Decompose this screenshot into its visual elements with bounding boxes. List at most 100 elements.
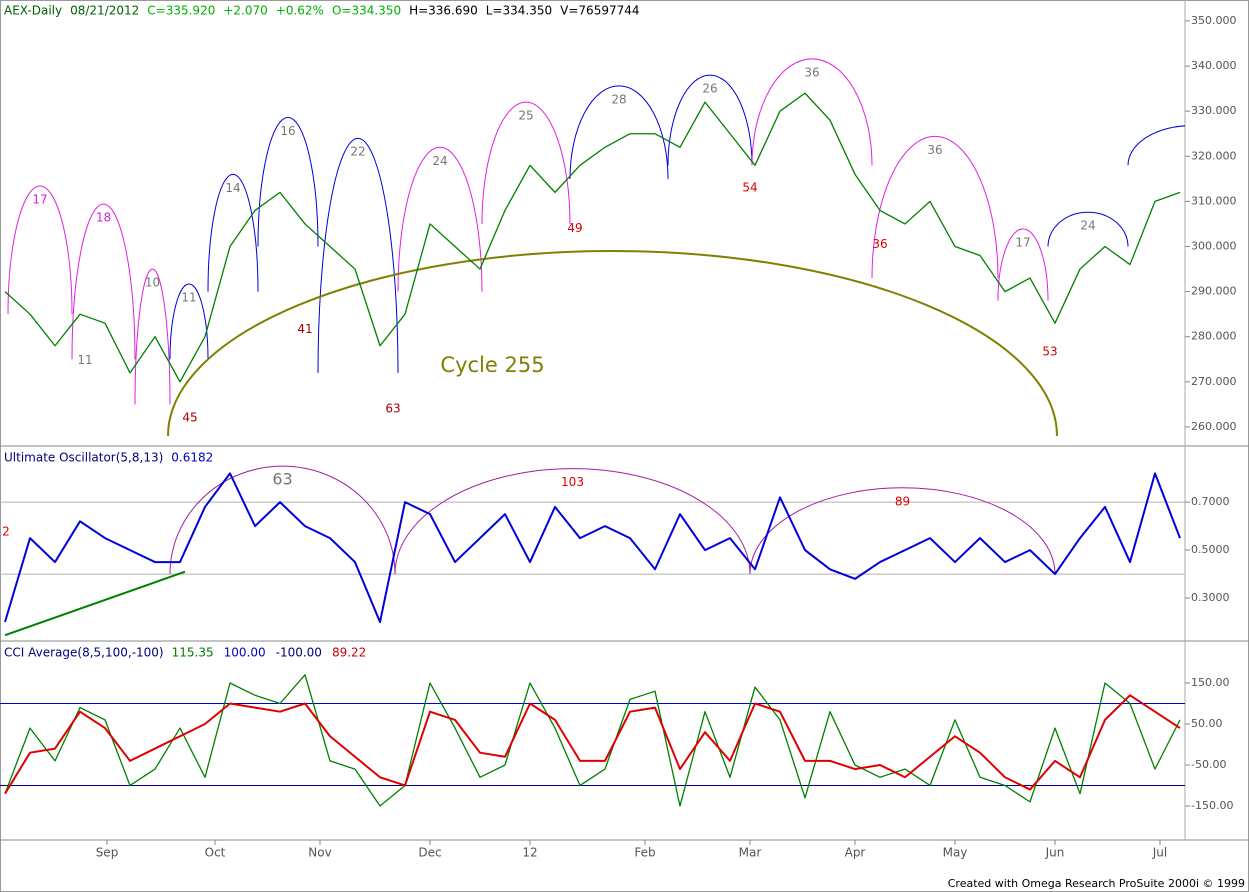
annotation: 41 — [297, 322, 312, 336]
cycle-label: 17 — [1015, 235, 1030, 249]
x-tick-label: May — [943, 846, 968, 860]
trend-line — [4, 570, 186, 637]
header-item: +2.070 — [223, 4, 267, 18]
cycle-arc — [169, 283, 209, 360]
cycle-label: 28 — [611, 92, 626, 106]
cycle-label: 103 — [561, 475, 584, 489]
y-tick-label: 50.00 — [1191, 717, 1223, 730]
x-tick-label: Nov — [308, 846, 331, 860]
panel-title: Ultimate Oscillator(5,8,13) — [4, 451, 163, 465]
cycle-label: 36 — [804, 65, 819, 79]
series-line — [4, 92, 1181, 383]
cycle-label: 17 — [32, 193, 47, 207]
y-tick-label: 290.000 — [1191, 285, 1237, 298]
annotation: 54 — [742, 180, 757, 194]
y-tick-label: 340.000 — [1191, 59, 1237, 72]
x-tick-label: Dec — [418, 846, 441, 860]
header-item: +0.62% — [276, 4, 324, 18]
cycle-arc — [997, 228, 1049, 301]
panel-readout: -100.00 — [276, 646, 322, 660]
footer: Created with Omega Research ProSuite 200… — [948, 877, 1245, 890]
y-tick-label: 0.5000 — [1191, 543, 1230, 556]
cycle-label: 22 — [350, 145, 365, 159]
y-tick-label: 0.7000 — [1191, 495, 1230, 508]
annotation: 49 — [567, 221, 582, 235]
annotation: 36 — [872, 237, 887, 251]
cycle-label: 63 — [272, 470, 292, 489]
cycle-arc — [394, 468, 751, 575]
header-item: AEX-Daily — [4, 4, 62, 18]
y-tick-label: 350.000 — [1191, 14, 1237, 27]
cycle-arc — [134, 268, 171, 405]
header-item: L=334.350 — [486, 4, 552, 18]
cycle-label: 14 — [225, 181, 240, 195]
panel-readout: 115.35 — [172, 646, 214, 660]
x-tick-label: Apr — [845, 846, 866, 860]
header-item: 08/21/2012 — [70, 4, 139, 18]
cycle-arc — [169, 465, 396, 575]
cycle-arc — [481, 101, 571, 224]
cycle-arc — [71, 203, 136, 360]
y-tick-label: -150.00 — [1191, 799, 1233, 812]
y-tick-label: 280.000 — [1191, 330, 1237, 343]
cycle-arc — [569, 85, 669, 179]
cycle-arc — [1127, 125, 1185, 166]
series-line — [4, 674, 1181, 807]
cycle-arc — [7, 185, 73, 315]
y-tick-label: -50.00 — [1191, 758, 1226, 771]
x-tick-label: Jul — [1152, 846, 1167, 860]
x-tick-label: Jun — [1045, 846, 1065, 860]
y-tick-label: 260.000 — [1191, 420, 1237, 433]
y-tick-label: 0.3000 — [1191, 591, 1230, 604]
cycle-label: 24 — [1080, 219, 1095, 233]
y-tick-label: 300.000 — [1191, 240, 1237, 253]
cycle-arc — [667, 74, 753, 166]
panel-readout: 89.22 — [332, 646, 366, 660]
header-item: C=335.920 — [147, 4, 215, 18]
panel: 63 103 89 2 — [0, 465, 1185, 637]
cycle-arc — [1047, 211, 1129, 247]
header-item: V=76597744 — [560, 4, 639, 18]
panel: 17 18 10 11 14 16 22 24 25 28 26 36 36 17 24 30 Cycle 25… — [4, 58, 1199, 436]
cycle-arc — [317, 137, 399, 373]
cycle-label: 18 — [96, 211, 111, 225]
panel — [0, 674, 1185, 807]
cycle-arc — [167, 250, 1058, 436]
annotation: 53 — [1042, 345, 1057, 359]
y-tick-label: 150.00 — [1191, 676, 1230, 689]
x-tick-label: 12 — [522, 846, 537, 860]
cycle-label: 36 — [927, 143, 942, 157]
y-tick-label: 330.000 — [1191, 104, 1237, 117]
panel-readout: 0.6182 — [171, 451, 213, 465]
cycle-label: 30 — [1184, 132, 1199, 146]
cycle-label: 25 — [518, 109, 533, 123]
cycle-arc — [871, 136, 999, 279]
x-tick-label: Oct — [205, 846, 226, 860]
series-line — [4, 694, 1181, 795]
annotation: 63 — [385, 401, 400, 415]
cycle-label: 26 — [702, 82, 717, 96]
cycle-arc — [207, 173, 259, 292]
y-tick-label: 320.000 — [1191, 149, 1237, 162]
y-tick-label: 270.000 — [1191, 375, 1237, 388]
series-line — [4, 472, 1181, 624]
x-tick-label: Feb — [634, 846, 655, 860]
annotation: 2 — [2, 525, 10, 539]
x-tick-label: Sep — [96, 846, 119, 860]
cycle-arc — [257, 117, 319, 247]
cycle-arc — [751, 58, 873, 166]
cycle-arc — [397, 146, 483, 292]
header-item: H=336.690 — [409, 4, 478, 18]
y-tick-label: 310.000 — [1191, 194, 1237, 207]
cycle-label: 24 — [432, 154, 447, 168]
cycle-label: 11 — [181, 290, 196, 304]
header-item: O=334.350 — [332, 4, 401, 18]
panel-readout: 100.00 — [224, 646, 266, 660]
panel-title: CCI Average(8,5,100,-100) — [4, 646, 164, 660]
cycle-label: 10 — [145, 276, 160, 290]
annotation: 45 — [182, 410, 197, 424]
cycle-label: 16 — [280, 124, 295, 138]
cycle-label: Cycle 255 — [440, 353, 544, 377]
